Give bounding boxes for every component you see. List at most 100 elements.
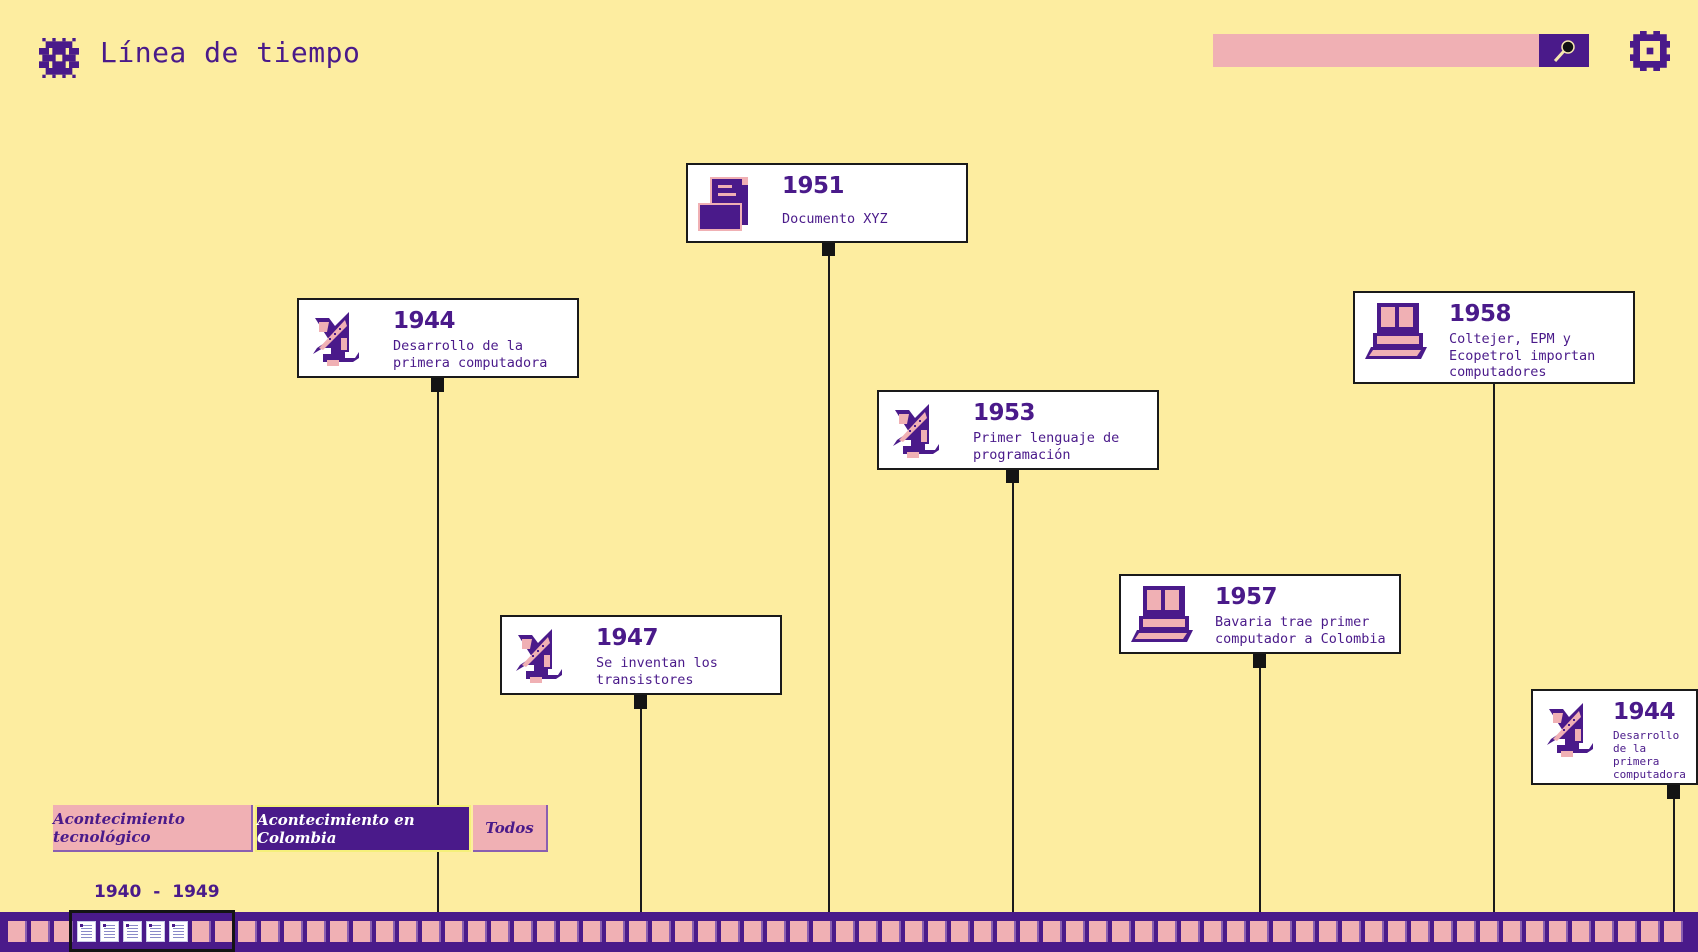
year-cell[interactable] bbox=[928, 921, 947, 942]
year-cell[interactable] bbox=[1595, 921, 1614, 942]
year-cell[interactable] bbox=[583, 921, 602, 942]
year-cell[interactable] bbox=[1158, 921, 1177, 942]
year-cell[interactable] bbox=[629, 921, 648, 942]
event-year: 1958 bbox=[1449, 301, 1512, 327]
document-thumbnail-icon bbox=[80, 924, 92, 938]
year-cell[interactable] bbox=[491, 921, 510, 942]
year-cell[interactable] bbox=[836, 921, 855, 942]
event-card[interactable]: 1951 Documento XYZ bbox=[686, 163, 968, 243]
event-card[interactable]: 1957 Bavaria trae primer computador a Co… bbox=[1119, 574, 1401, 654]
year-cell[interactable] bbox=[1503, 921, 1522, 942]
year-cell[interactable] bbox=[537, 921, 556, 942]
year-cell[interactable] bbox=[1664, 921, 1683, 942]
year-cell[interactable] bbox=[790, 921, 809, 942]
range-separator: - bbox=[153, 882, 161, 902]
year-cell[interactable] bbox=[1434, 921, 1453, 942]
year-cell[interactable] bbox=[31, 921, 50, 942]
year-cell[interactable] bbox=[652, 921, 671, 942]
year-cell[interactable] bbox=[1411, 921, 1430, 942]
year-cell[interactable] bbox=[1641, 921, 1660, 942]
event-card[interactable]: 1947 Se inventan los transistores bbox=[500, 615, 782, 695]
event-card[interactable]: 1944 Desarrollo de la primera computador… bbox=[1531, 689, 1698, 785]
year-thumbnail[interactable] bbox=[123, 921, 142, 942]
timeline-scrubber[interactable] bbox=[0, 912, 1698, 952]
satellite-dish-icon bbox=[1547, 703, 1593, 757]
year-cell[interactable] bbox=[1342, 921, 1361, 942]
filter-colombia-button[interactable]: Acontecimiento en Colombia bbox=[255, 805, 471, 852]
event-description: Bavaria trae primer computador a Colombi… bbox=[1215, 614, 1386, 647]
year-cell[interactable] bbox=[1181, 921, 1200, 942]
year-cell[interactable] bbox=[813, 921, 832, 942]
decade-selection-frame[interactable] bbox=[69, 910, 235, 952]
year-cell[interactable] bbox=[606, 921, 625, 942]
year-cell[interactable] bbox=[744, 921, 763, 942]
year-cell[interactable] bbox=[1572, 921, 1591, 942]
year-cell[interactable] bbox=[353, 921, 372, 942]
search-button[interactable] bbox=[1539, 34, 1589, 67]
event-description: Desarrollo de la primera computadora bbox=[393, 338, 548, 371]
year-cell[interactable] bbox=[238, 921, 257, 942]
year-cell[interactable] bbox=[997, 921, 1016, 942]
year-thumbnail[interactable] bbox=[169, 921, 188, 942]
year-cell[interactable] bbox=[330, 921, 349, 942]
year-cell[interactable] bbox=[261, 921, 280, 942]
year-cell[interactable] bbox=[859, 921, 878, 942]
year-cell[interactable] bbox=[1273, 921, 1292, 942]
year-cell[interactable] bbox=[1526, 921, 1545, 942]
range-end: 1949 bbox=[172, 882, 220, 902]
year-cell[interactable] bbox=[1388, 921, 1407, 942]
event-card[interactable]: 1944 Desarrollo de la primera computador… bbox=[297, 298, 579, 378]
year-cell[interactable] bbox=[1227, 921, 1246, 942]
year-cell[interactable] bbox=[1020, 921, 1039, 942]
year-cell[interactable] bbox=[882, 921, 901, 942]
year-cell[interactable] bbox=[1365, 921, 1384, 942]
year-cell[interactable] bbox=[1319, 921, 1338, 942]
gear-icon[interactable] bbox=[1630, 31, 1670, 71]
event-marker bbox=[1667, 785, 1680, 799]
year-cell[interactable] bbox=[1296, 921, 1315, 942]
year-cell[interactable] bbox=[422, 921, 441, 942]
search-input[interactable] bbox=[1213, 34, 1539, 67]
year-cell[interactable] bbox=[399, 921, 418, 942]
event-stem bbox=[640, 695, 642, 912]
year-cell[interactable] bbox=[1457, 921, 1476, 942]
year-cell[interactable] bbox=[1204, 921, 1223, 942]
year-cell[interactable] bbox=[307, 921, 326, 942]
year-cell[interactable] bbox=[514, 921, 533, 942]
year-cell[interactable] bbox=[675, 921, 694, 942]
event-card[interactable]: 1953 Primer lenguaje de programación bbox=[877, 390, 1159, 470]
filter-all-button[interactable]: Todos bbox=[473, 805, 548, 852]
year-cell[interactable] bbox=[284, 921, 303, 942]
year-cell[interactable] bbox=[698, 921, 717, 942]
event-year: 1944 bbox=[393, 308, 456, 334]
year-cell[interactable] bbox=[54, 921, 73, 942]
year-cell[interactable] bbox=[8, 921, 27, 942]
filter-tech-button[interactable]: Acontecimiento tecnológico bbox=[53, 805, 253, 852]
year-thumbnail[interactable] bbox=[146, 921, 165, 942]
year-cell[interactable] bbox=[721, 921, 740, 942]
event-marker bbox=[1253, 654, 1266, 668]
year-cell[interactable] bbox=[445, 921, 464, 942]
year-cell[interactable] bbox=[1549, 921, 1568, 942]
year-cell[interactable] bbox=[1250, 921, 1269, 942]
year-cell[interactable] bbox=[767, 921, 786, 942]
year-cell[interactable] bbox=[1135, 921, 1154, 942]
year-thumbnail[interactable] bbox=[77, 921, 96, 942]
year-cell[interactable] bbox=[376, 921, 395, 942]
event-card[interactable]: 1958 Coltejer, EPM y Ecopetrol importan … bbox=[1353, 291, 1635, 384]
year-cell[interactable] bbox=[1089, 921, 1108, 942]
year-cell[interactable] bbox=[1066, 921, 1085, 942]
document-stack-icon bbox=[698, 177, 748, 231]
year-cell[interactable] bbox=[1618, 921, 1637, 942]
year-cell[interactable] bbox=[1043, 921, 1062, 942]
year-cell[interactable] bbox=[974, 921, 993, 942]
year-cell[interactable] bbox=[1480, 921, 1499, 942]
year-cell[interactable] bbox=[468, 921, 487, 942]
year-cell[interactable] bbox=[192, 921, 211, 942]
year-cell[interactable] bbox=[560, 921, 579, 942]
year-thumbnail[interactable] bbox=[100, 921, 119, 942]
computer-icon bbox=[1365, 303, 1427, 359]
year-cell[interactable] bbox=[905, 921, 924, 942]
year-cell[interactable] bbox=[1112, 921, 1131, 942]
year-cell[interactable] bbox=[951, 921, 970, 942]
